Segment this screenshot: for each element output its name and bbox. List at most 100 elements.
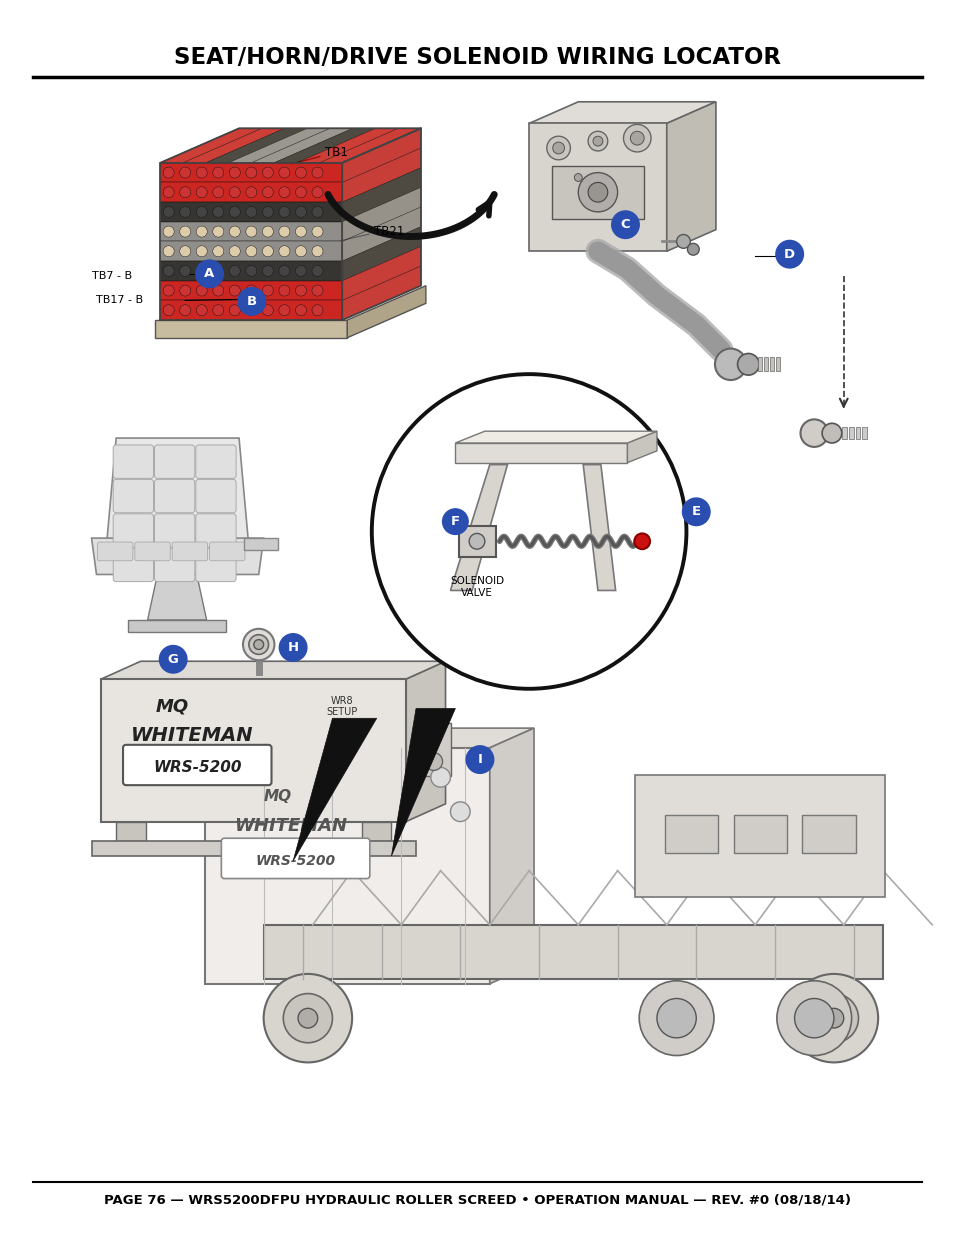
- Text: TB21: TB21: [374, 225, 404, 238]
- Polygon shape: [342, 207, 420, 261]
- FancyBboxPatch shape: [113, 445, 153, 478]
- Polygon shape: [160, 128, 420, 163]
- Circle shape: [278, 285, 290, 296]
- Circle shape: [243, 629, 274, 661]
- Circle shape: [278, 206, 290, 217]
- FancyBboxPatch shape: [195, 514, 235, 547]
- Circle shape: [246, 285, 256, 296]
- Polygon shape: [342, 128, 420, 320]
- Text: MQ: MQ: [263, 789, 292, 804]
- Circle shape: [794, 999, 833, 1037]
- Circle shape: [238, 288, 265, 315]
- Circle shape: [213, 305, 224, 316]
- Polygon shape: [666, 101, 715, 251]
- Circle shape: [570, 169, 585, 185]
- Circle shape: [262, 186, 274, 198]
- Polygon shape: [342, 128, 420, 183]
- Text: WRS-5200: WRS-5200: [153, 760, 242, 774]
- Circle shape: [246, 305, 256, 316]
- Polygon shape: [319, 128, 420, 163]
- Polygon shape: [391, 709, 455, 856]
- Circle shape: [574, 174, 581, 182]
- Circle shape: [159, 646, 187, 673]
- Circle shape: [213, 226, 224, 237]
- Circle shape: [179, 305, 191, 316]
- Text: TB7 - B: TB7 - B: [91, 270, 132, 280]
- FancyBboxPatch shape: [172, 542, 208, 561]
- FancyBboxPatch shape: [154, 445, 194, 478]
- Circle shape: [295, 226, 306, 237]
- Polygon shape: [529, 124, 666, 251]
- Circle shape: [179, 246, 191, 257]
- FancyBboxPatch shape: [154, 548, 194, 582]
- Circle shape: [246, 206, 256, 217]
- Polygon shape: [855, 427, 860, 438]
- Text: TB1: TB1: [324, 147, 347, 159]
- Text: WR8
SETUP: WR8 SETUP: [326, 695, 357, 718]
- FancyBboxPatch shape: [134, 542, 170, 561]
- Polygon shape: [342, 168, 420, 222]
- Circle shape: [213, 246, 224, 257]
- Circle shape: [800, 420, 827, 447]
- FancyBboxPatch shape: [113, 548, 153, 582]
- Circle shape: [163, 186, 174, 198]
- Circle shape: [634, 534, 649, 550]
- Circle shape: [295, 186, 306, 198]
- Polygon shape: [148, 574, 207, 620]
- Circle shape: [450, 802, 470, 821]
- Circle shape: [253, 640, 263, 650]
- Circle shape: [179, 186, 191, 198]
- Polygon shape: [529, 101, 715, 124]
- FancyBboxPatch shape: [97, 542, 132, 561]
- Circle shape: [246, 266, 256, 277]
- Text: PAGE 76 — WRS5200DFPU HYDRAULIC ROLLER SCREED • OPERATION MANUAL — REV. #0 (08/1: PAGE 76 — WRS5200DFPU HYDRAULIC ROLLER S…: [103, 1193, 850, 1207]
- Polygon shape: [342, 266, 420, 320]
- Text: WHITEMAN: WHITEMAN: [233, 818, 347, 835]
- Polygon shape: [160, 203, 342, 222]
- Polygon shape: [160, 163, 342, 183]
- Circle shape: [196, 266, 207, 277]
- Circle shape: [163, 266, 174, 277]
- Text: F: F: [451, 515, 459, 529]
- Polygon shape: [205, 747, 489, 984]
- Circle shape: [312, 167, 323, 178]
- Circle shape: [657, 999, 696, 1037]
- Circle shape: [278, 186, 290, 198]
- FancyBboxPatch shape: [154, 479, 194, 513]
- FancyBboxPatch shape: [664, 815, 718, 853]
- Polygon shape: [251, 128, 353, 163]
- Polygon shape: [450, 464, 507, 590]
- Circle shape: [611, 211, 639, 238]
- Text: D: D: [783, 248, 795, 261]
- Circle shape: [213, 186, 224, 198]
- Circle shape: [163, 206, 174, 217]
- Polygon shape: [101, 661, 445, 679]
- Text: SEAT/HORN/DRIVE SOLENOID WIRING LOCATOR: SEAT/HORN/DRIVE SOLENOID WIRING LOCATOR: [173, 46, 780, 69]
- Circle shape: [262, 266, 274, 277]
- Polygon shape: [106, 438, 249, 547]
- Circle shape: [262, 206, 274, 217]
- Circle shape: [179, 266, 191, 277]
- Circle shape: [196, 226, 207, 237]
- Circle shape: [213, 266, 224, 277]
- Circle shape: [229, 167, 240, 178]
- Circle shape: [229, 226, 240, 237]
- Polygon shape: [160, 183, 342, 203]
- Polygon shape: [274, 128, 375, 163]
- Polygon shape: [205, 729, 534, 747]
- Circle shape: [639, 981, 713, 1056]
- Circle shape: [278, 266, 290, 277]
- Polygon shape: [763, 357, 767, 372]
- Circle shape: [196, 246, 207, 257]
- Circle shape: [196, 167, 207, 178]
- Polygon shape: [342, 148, 420, 203]
- Polygon shape: [342, 227, 420, 280]
- Circle shape: [552, 142, 564, 154]
- Circle shape: [262, 305, 274, 316]
- Circle shape: [295, 246, 306, 257]
- Circle shape: [775, 241, 802, 268]
- Circle shape: [246, 186, 256, 198]
- Circle shape: [278, 167, 290, 178]
- Polygon shape: [293, 719, 376, 861]
- Polygon shape: [116, 821, 146, 841]
